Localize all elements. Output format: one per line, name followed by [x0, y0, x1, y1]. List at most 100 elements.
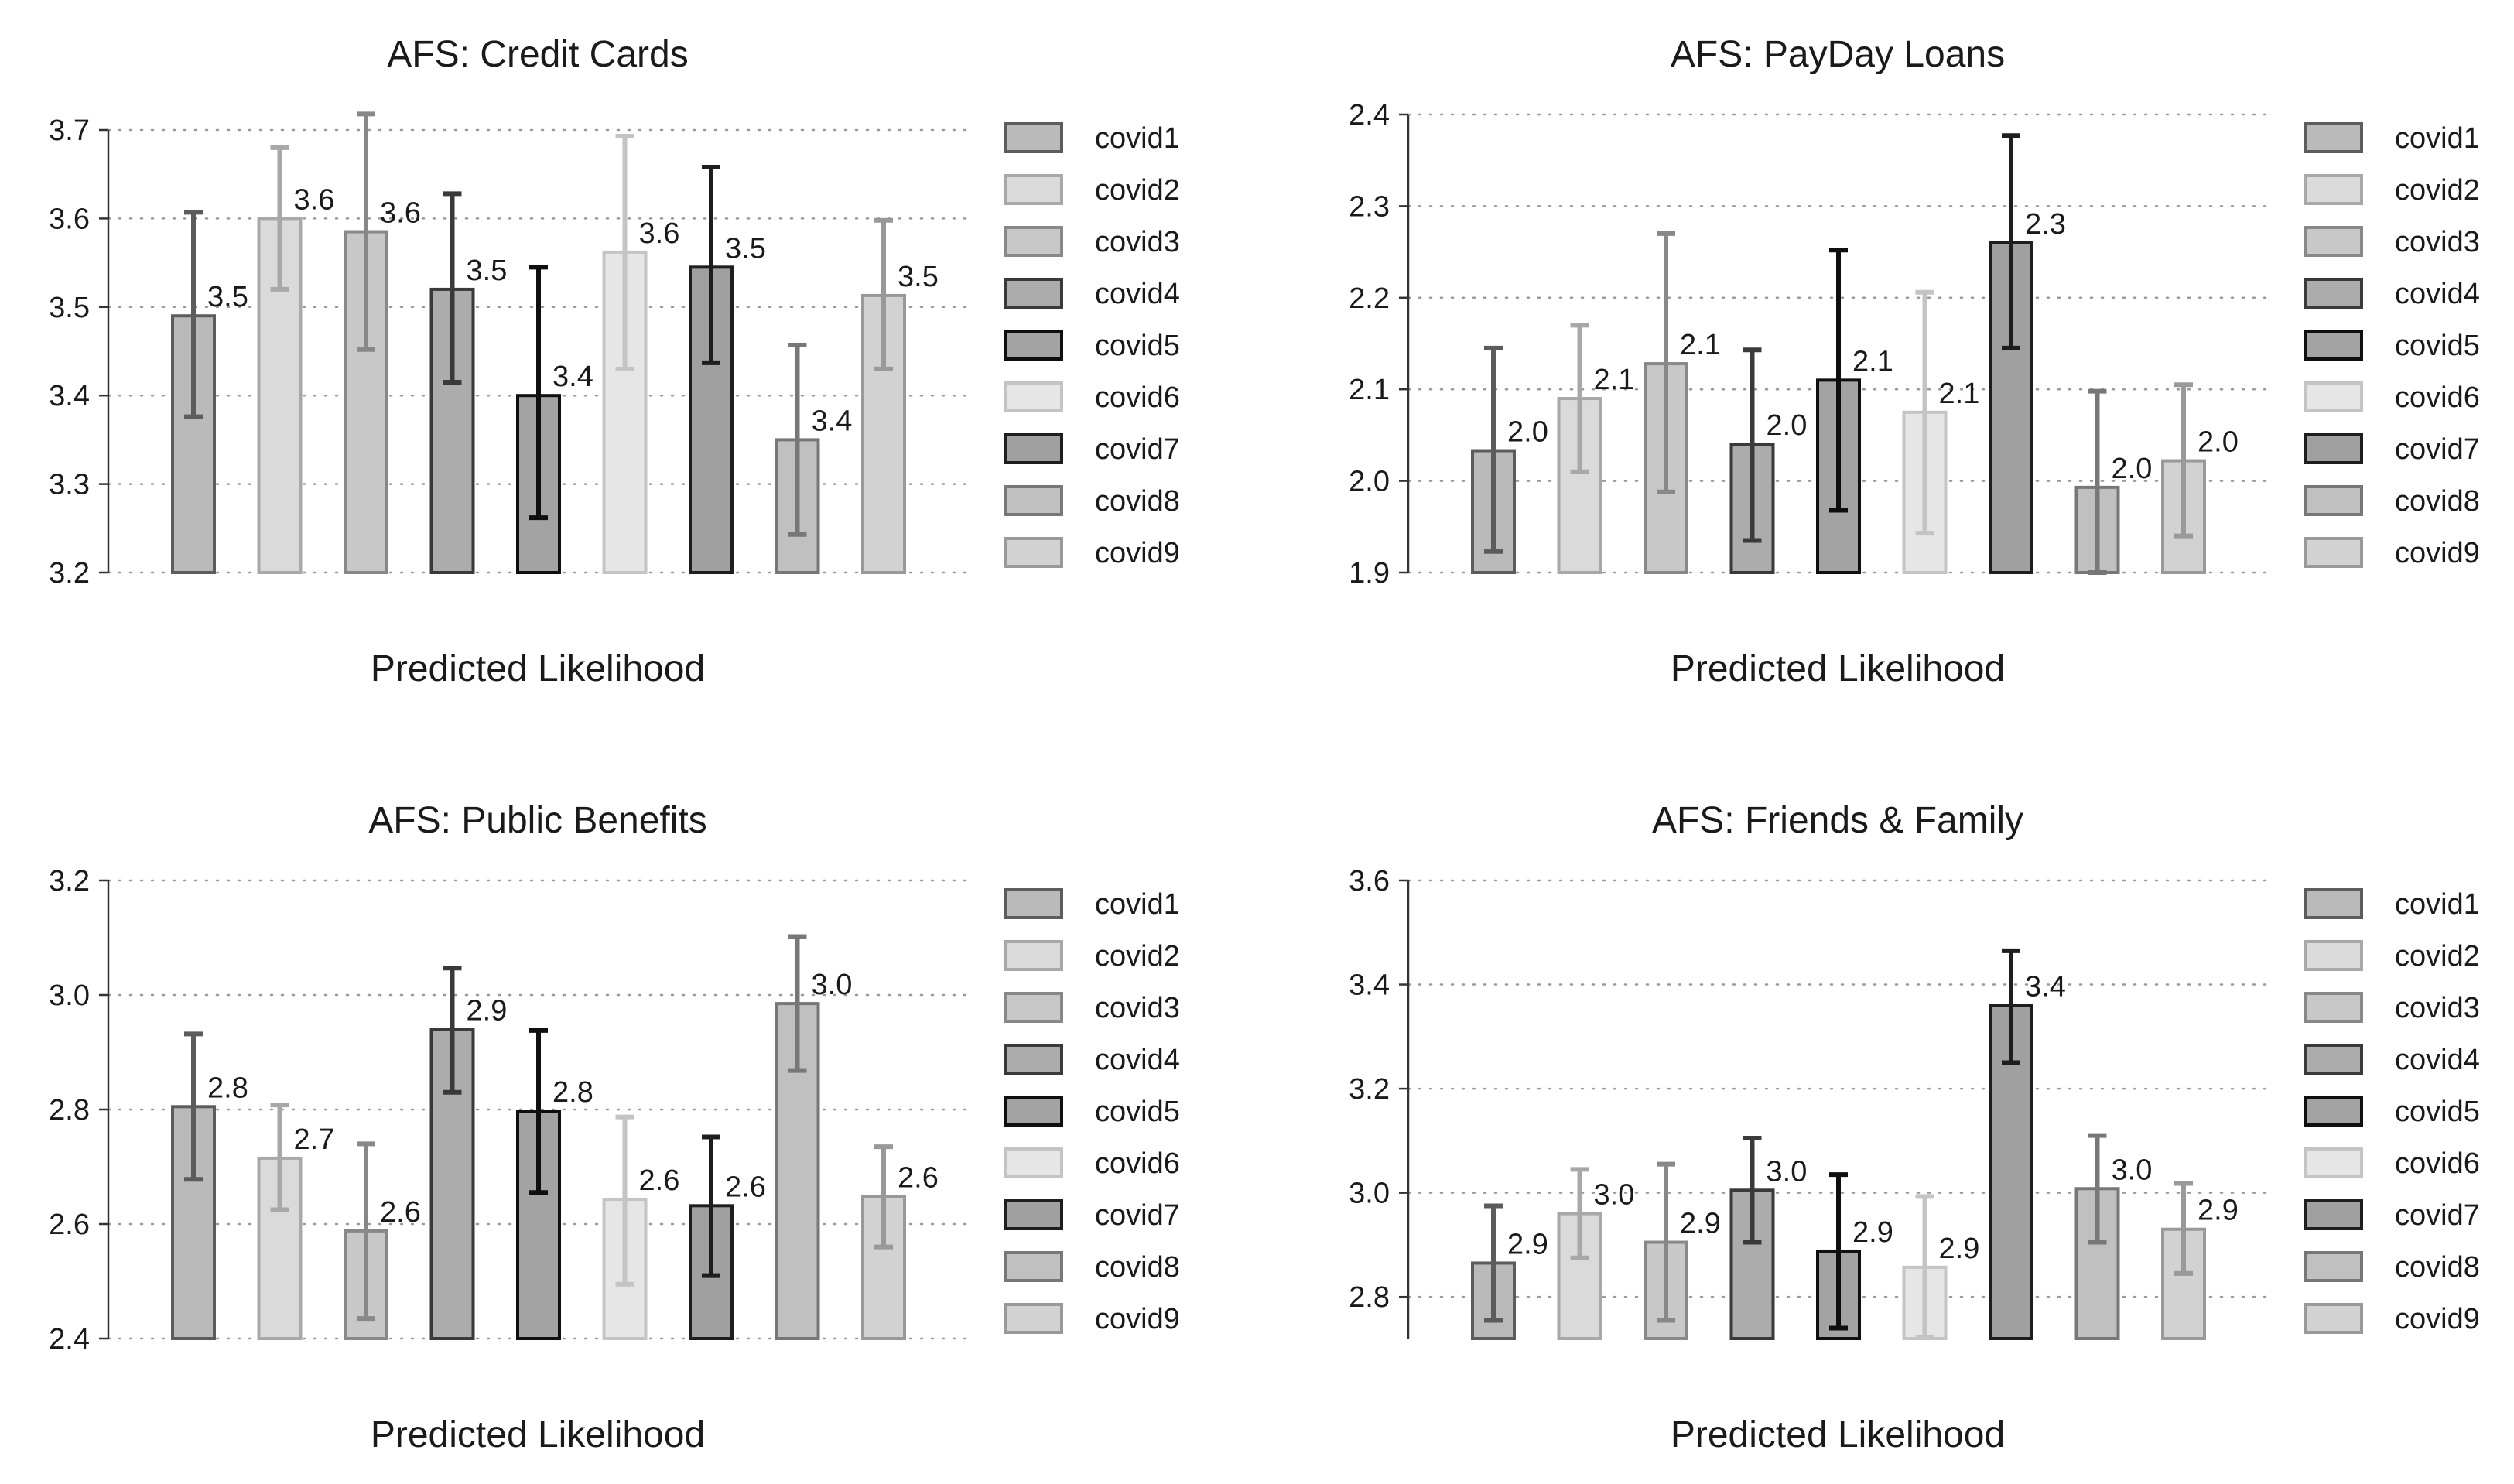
y-tick-label: 3.4 — [1349, 969, 1390, 1002]
data-label-covid1: 2.9 — [1507, 1228, 1548, 1260]
x-axis-label: Predicted Likelihood — [1671, 648, 2005, 689]
legend-swatch-covid6 — [2304, 1147, 2363, 1178]
data-label-covid5: 2.1 — [1852, 345, 1893, 378]
legend-label-covid6: covid6 — [2395, 1147, 2480, 1180]
data-label-covid2: 3.0 — [1594, 1179, 1635, 1212]
legend-swatch-covid1 — [2304, 888, 2363, 919]
legend-swatch-covid9 — [2304, 1303, 2363, 1334]
legend-label-covid4: covid4 — [1095, 278, 1180, 310]
data-label-covid3: 3.6 — [380, 197, 421, 230]
legend-label-covid9: covid9 — [1095, 537, 1180, 569]
legend-swatch-covid1 — [1004, 122, 1063, 153]
legend-label-covid8: covid8 — [2395, 1251, 2480, 1284]
bar-covid2 — [257, 1156, 303, 1340]
legend-label-covid5: covid5 — [1095, 330, 1180, 362]
y-tick-label: 3.0 — [1349, 1178, 1390, 1210]
y-tick-label: 1.9 — [1349, 557, 1390, 590]
legend-swatch-covid7 — [1004, 433, 1063, 464]
chart-title: AFS: PayDay Loans — [1671, 34, 2005, 75]
legend-swatch-covid2 — [1004, 940, 1063, 971]
data-label-covid8: 3.4 — [812, 405, 853, 437]
legend-swatch-covid2 — [1004, 174, 1063, 205]
y-tick-label: 2.1 — [1349, 374, 1390, 406]
legend-label-covid7: covid7 — [2395, 433, 2480, 466]
data-label-covid6: 3.6 — [639, 217, 680, 250]
legend-label-covid2: covid2 — [2395, 174, 2480, 207]
data-label-covid7: 3.4 — [2025, 970, 2066, 1003]
legend-label-covid6: covid6 — [2395, 381, 2480, 414]
y-tick-label: 3.7 — [49, 115, 90, 147]
legend-swatch-covid4 — [1004, 278, 1063, 309]
legend-swatch-covid9 — [1004, 1303, 1063, 1334]
legend-swatch-covid6 — [1004, 381, 1063, 412]
legend-swatch-covid2 — [2304, 940, 2363, 971]
legend-label-covid1: covid1 — [2395, 888, 2480, 921]
y-tick-label: 3.0 — [49, 980, 90, 1012]
legend-swatch-covid3 — [2304, 992, 2363, 1023]
y-tick-label: 2.3 — [1349, 190, 1390, 223]
legend-swatch-covid8 — [2304, 485, 2363, 516]
x-axis-label: Predicted Likelihood — [371, 648, 705, 689]
chart-panel-4: AFS: Friends & Family 2.8 3.0 3.2 3.4 3.6 2.9 3… — [1349, 800, 2480, 1455]
data-label-covid4: 2.9 — [467, 994, 508, 1027]
y-tick-label: 3.3 — [49, 469, 90, 501]
data-label-covid7: 2.3 — [2025, 208, 2066, 241]
legend-swatch-covid3 — [1004, 992, 1063, 1023]
legend-swatch-covid6 — [2304, 381, 2363, 412]
legend-swatch-covid8 — [1004, 485, 1063, 516]
legend-swatch-covid9 — [2304, 537, 2363, 568]
legend-label-covid9: covid9 — [1095, 1303, 1180, 1335]
data-label-covid9: 3.5 — [898, 261, 939, 293]
legend-label-covid7: covid7 — [1095, 1199, 1180, 1232]
legend-swatch-covid1 — [1004, 888, 1063, 919]
legend-label-covid6: covid6 — [1095, 1147, 1180, 1180]
legend-label-covid3: covid3 — [2395, 992, 2480, 1024]
legend-label-covid9: covid9 — [2395, 1303, 2480, 1335]
legend-swatch-covid8 — [2304, 1251, 2363, 1282]
y-tick-label: 2.4 — [49, 1323, 90, 1356]
chart-title: AFS: Public Benefits — [368, 800, 707, 841]
data-label-covid2: 2.1 — [1594, 364, 1635, 396]
legend-swatch-covid7 — [2304, 1199, 2363, 1230]
legend-swatch-covid4 — [1004, 1044, 1063, 1075]
y-tick-label: 2.4 — [1349, 99, 1390, 132]
y-tick-label: 3.2 — [49, 865, 90, 898]
data-label-covid3: 2.9 — [1680, 1208, 1721, 1240]
legend-swatch-covid7 — [2304, 433, 2363, 464]
legend-label-covid6: covid6 — [1095, 381, 1180, 414]
data-label-covid7: 3.5 — [725, 232, 766, 265]
data-label-covid2: 3.6 — [294, 183, 335, 216]
data-label-covid1: 3.5 — [207, 281, 248, 313]
y-tick-label: 3.6 — [1349, 865, 1390, 898]
y-tick-label: 2.8 — [1349, 1281, 1390, 1314]
data-label-covid4: 3.5 — [467, 255, 508, 287]
chart-title: AFS: Friends & Family — [1652, 800, 2023, 841]
legend-swatch-covid6 — [1004, 1147, 1063, 1178]
legend-label-covid5: covid5 — [1095, 1096, 1180, 1128]
data-label-covid6: 2.6 — [639, 1164, 680, 1197]
legend-swatch-covid8 — [1004, 1251, 1063, 1282]
legend-swatch-covid5 — [2304, 1096, 2363, 1127]
data-label-covid5: 2.8 — [552, 1076, 593, 1109]
data-label-covid9: 2.9 — [2198, 1195, 2239, 1227]
legend-swatch-covid3 — [2304, 226, 2363, 257]
legend-label-covid3: covid3 — [2395, 226, 2480, 258]
data-label-covid8: 3.0 — [812, 969, 853, 1001]
legend-swatch-covid9 — [1004, 537, 1063, 568]
x-axis-label: Predicted Likelihood — [371, 1414, 705, 1455]
legend-label-covid8: covid8 — [1095, 485, 1180, 518]
legend-label-covid7: covid7 — [1095, 433, 1180, 466]
data-label-covid7: 2.6 — [725, 1171, 766, 1203]
data-label-covid2: 2.7 — [294, 1123, 335, 1156]
legend-swatch-covid3 — [1004, 226, 1063, 257]
legend-label-covid2: covid2 — [1095, 940, 1180, 973]
legend-label-covid8: covid8 — [2395, 485, 2480, 518]
legend-label-covid5: covid5 — [2395, 330, 2480, 362]
chart-panel-3: AFS: Public Benefits 2.4 2.6 2.8 3.0 3.2 2.8 2.… — [49, 800, 1180, 1455]
data-label-covid3: 2.1 — [1680, 329, 1721, 361]
y-tick-label: 2.6 — [49, 1209, 90, 1241]
y-tick-label: 3.2 — [49, 557, 90, 590]
data-label-covid8: 3.0 — [2112, 1154, 2153, 1186]
